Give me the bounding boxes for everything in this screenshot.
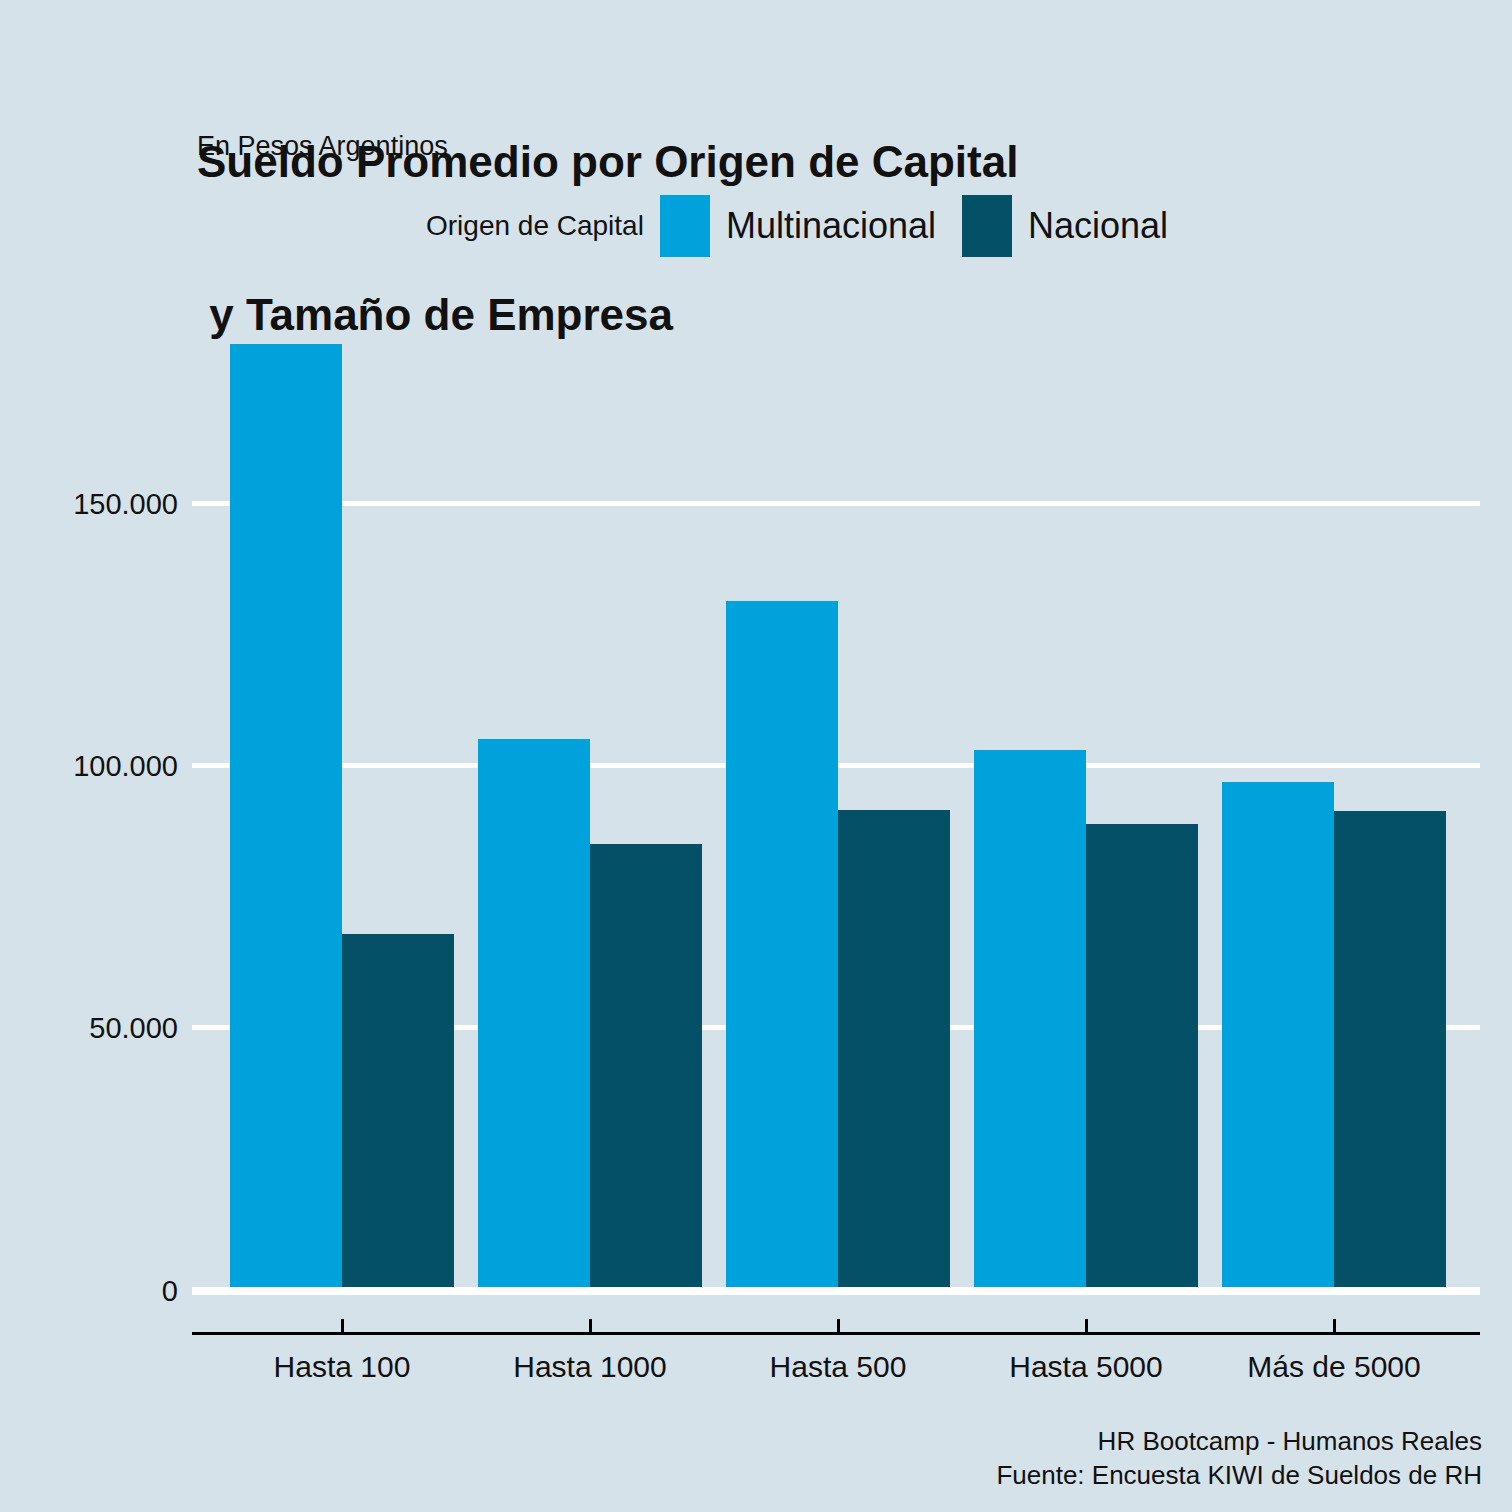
caption-line1: HR Bootcamp - Humanos Reales (996, 1424, 1482, 1458)
bar-nacional-hasta-500 (838, 810, 950, 1287)
bar-multinacional-hasta-500 (726, 601, 838, 1287)
x-axis-tick-2 (589, 1319, 592, 1332)
y-tick-label-150000: 150.000 (18, 487, 178, 520)
bar-multinacional-hasta-100 (230, 344, 342, 1287)
bar-nacional-hasta-100 (342, 934, 454, 1287)
salary-bar-chart-figure: Sueldo Promedio por Origen de Capital y … (0, 0, 1512, 1512)
y-tick-label-0: 0 (18, 1275, 178, 1308)
bar-multinacional-más-de-5000 (1222, 782, 1334, 1287)
chart-caption: HR Bootcamp - Humanos Reales Fuente: Enc… (996, 1424, 1482, 1492)
caption-line2: Fuente: Encuesta KIWI de Sueldos de RH (996, 1458, 1482, 1492)
x-tick-label-5: Más de 5000 (1184, 1350, 1484, 1384)
y-tick-label-50000: 50.000 (18, 1011, 178, 1044)
gridline-0 (192, 1287, 1480, 1295)
bar-nacional-hasta-5000 (1086, 824, 1198, 1287)
x-axis-tick-4 (1085, 1319, 1088, 1332)
bar-multinacional-hasta-5000 (974, 750, 1086, 1287)
x-axis-tick-3 (837, 1319, 840, 1332)
bar-nacional-más-de-5000 (1334, 811, 1446, 1287)
bar-multinacional-hasta-1000 (478, 739, 590, 1287)
x-axis-tick-1 (341, 1319, 344, 1332)
plot-area: 050.000100.000150.000Hasta 100Hasta 1000… (0, 0, 1512, 1512)
gridline-150000 (192, 501, 1480, 506)
bar-nacional-hasta-1000 (590, 844, 702, 1287)
x-axis-tick-5 (1333, 1319, 1336, 1332)
x-axis-line (192, 1332, 1480, 1335)
y-tick-label-100000: 100.000 (18, 749, 178, 782)
